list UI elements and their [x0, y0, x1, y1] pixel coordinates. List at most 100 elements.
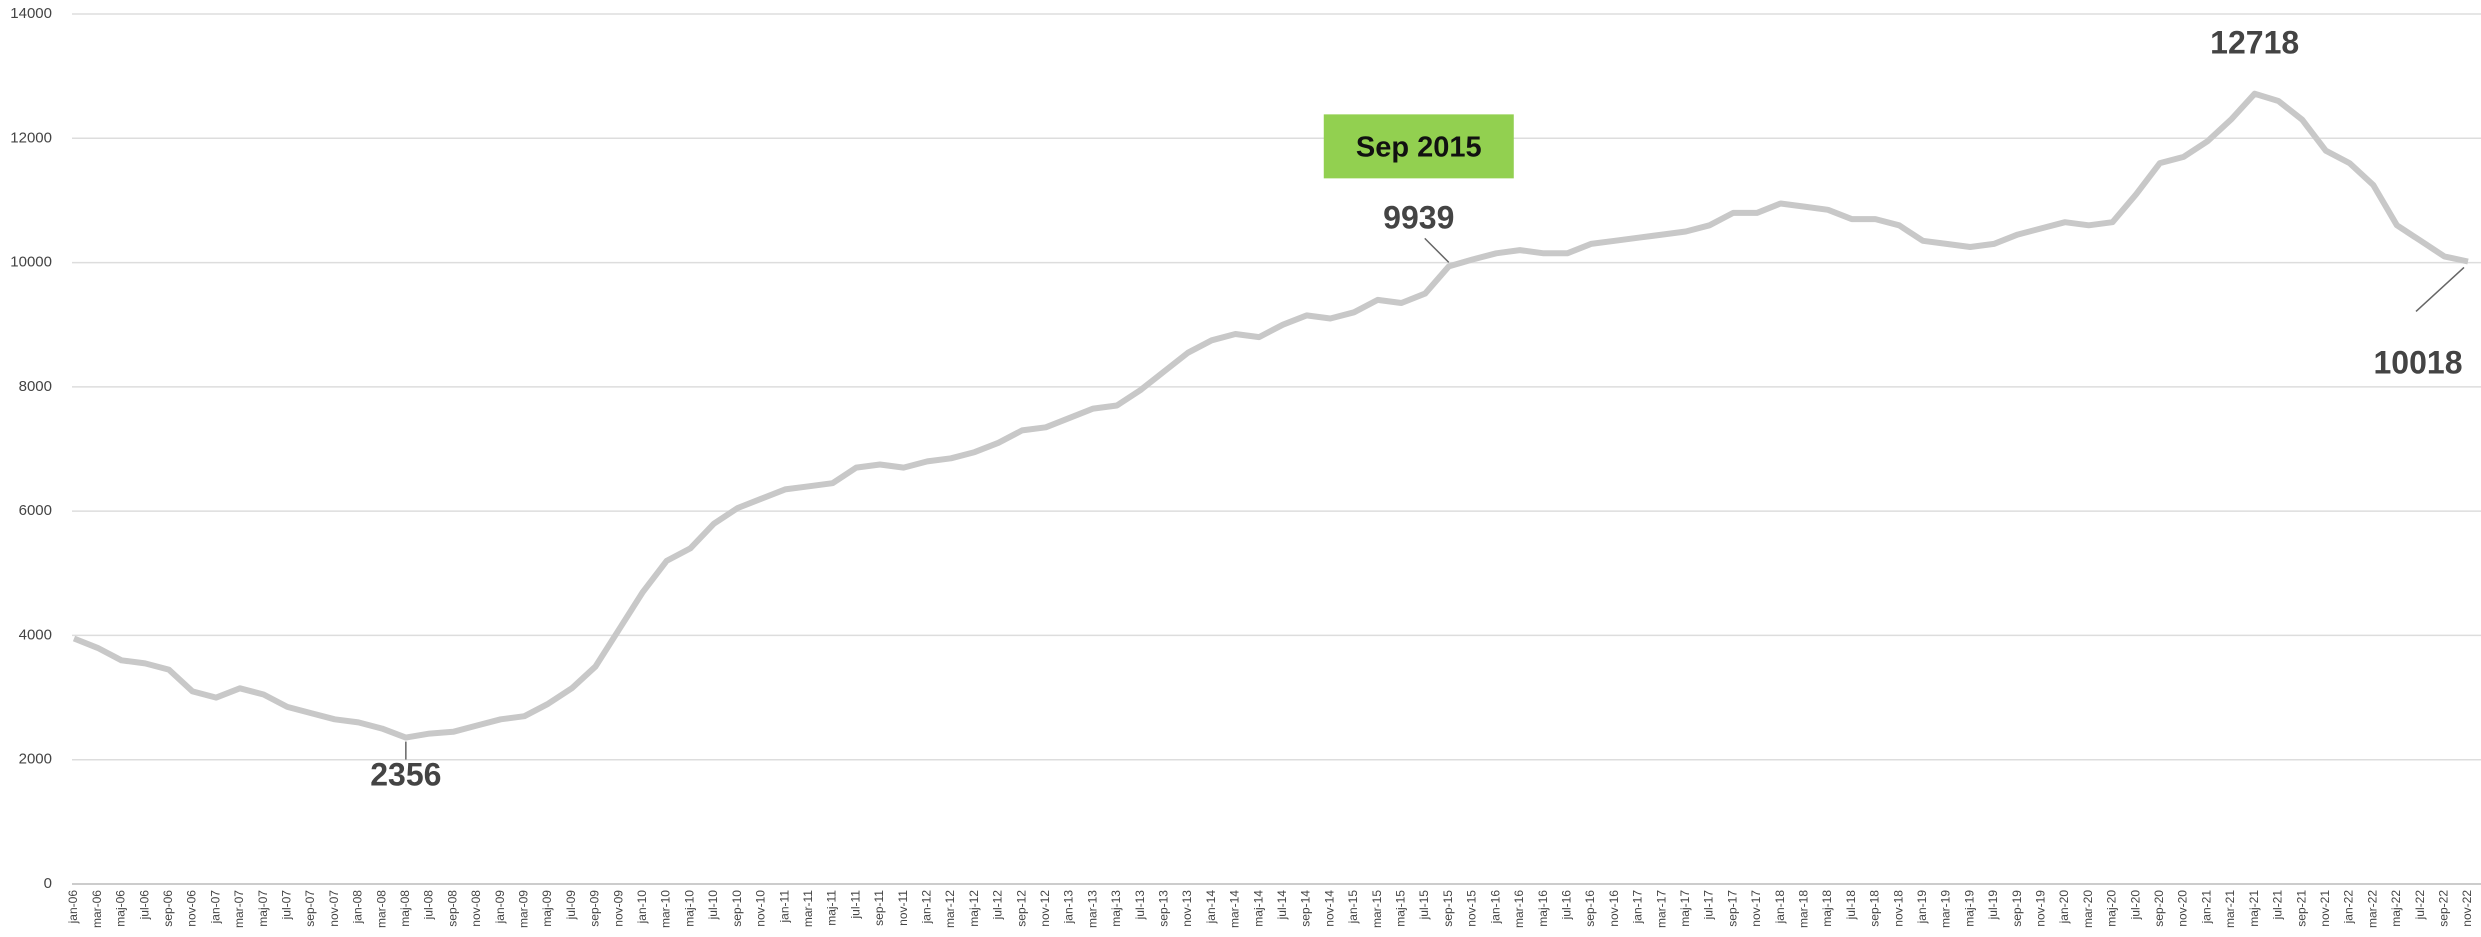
data-line [72, 90, 2469, 741]
x-tick-label: sep-06 [161, 890, 175, 927]
x-tick-label: mar-10 [659, 890, 673, 928]
x-tick-label: nov-10 [754, 890, 768, 927]
x-tick-label: jul-22 [2413, 890, 2427, 921]
x-tick-label: maj-08 [398, 890, 412, 927]
x-tick-label: sep-10 [730, 890, 744, 927]
x-tick-label: mar-16 [1512, 890, 1526, 928]
x-tick-label: maj-09 [540, 890, 554, 927]
x-tick-label: sep-09 [588, 890, 602, 927]
x-tick-label: nov-19 [2034, 890, 2048, 927]
x-tick-label: maj-07 [256, 890, 270, 927]
x-tick-label: maj-14 [1251, 890, 1265, 927]
x-tick-label: nov-11 [896, 890, 910, 926]
x-tick-label: nov-21 [2318, 890, 2332, 927]
x-tick-label: nov-14 [1322, 890, 1336, 927]
x-tick-label: sep-15 [1441, 890, 1455, 927]
y-tick-label: 10000 [10, 254, 52, 271]
x-tick-label: jan-22 [2342, 890, 2356, 925]
x-tick-label: nov-18 [1891, 890, 1905, 927]
x-tick-label: jul-13 [1133, 890, 1147, 921]
x-tick-label: jul-14 [1275, 890, 1289, 921]
x-tick-label: sep-22 [2436, 890, 2450, 927]
x-tick-label: jul-15 [1417, 890, 1431, 921]
y-tick-label: 2000 [19, 751, 52, 768]
x-tick-label: maj-13 [1109, 890, 1123, 927]
x-tick-label: mar-06 [90, 890, 104, 928]
leader-line [1424, 237, 1450, 263]
x-tick-label: mar-20 [2081, 890, 2095, 928]
x-tick-label: nov-13 [1180, 890, 1194, 927]
x-tick-label: nov-20 [2176, 890, 2190, 927]
x-tick-label: jan-13 [1062, 890, 1076, 925]
x-tick-label: mar-08 [374, 890, 388, 928]
x-tick-label: jan-16 [1488, 890, 1502, 925]
x-tick-label: sep-08 [445, 890, 459, 927]
x-tick-label: sep-17 [1725, 890, 1739, 927]
x-tick-label: jul-06 [137, 890, 151, 921]
x-tick-label: sep-12 [1014, 890, 1028, 927]
x-tick-label: sep-20 [2152, 890, 2166, 927]
x-tick-label: jul-10 [706, 890, 720, 921]
x-tick-label: mar-14 [1228, 890, 1242, 928]
x-tick-label: nov-09 [611, 890, 625, 927]
x-tick-label: nov-07 [327, 890, 341, 927]
x-tick-label: jan-20 [2057, 890, 2071, 925]
annotation-box [1323, 114, 1514, 179]
x-tick-label: mar-15 [1370, 890, 1384, 928]
x-tick-label: nov-17 [1749, 890, 1763, 927]
x-tick-label: sep-19 [2010, 890, 2024, 927]
x-tick-label: sep-13 [1157, 890, 1171, 927]
x-tick-label: maj-11 [825, 890, 839, 926]
x-tick-label: jan-17 [1631, 890, 1645, 925]
x-tick-label: sep-21 [2294, 890, 2308, 927]
x-tick-label: jan-12 [919, 890, 933, 925]
x-tick-label: jan-08 [351, 890, 365, 925]
x-tick-label: jan-10 [635, 890, 649, 925]
x-tick-label: maj-17 [1678, 890, 1692, 927]
x-tick-label: mar-18 [1796, 890, 1810, 928]
x-tick-label: nov-15 [1465, 890, 1479, 927]
x-tick-label: maj-19 [1962, 890, 1976, 927]
x-tick-label: jul-11 [848, 890, 862, 920]
x-tick-label: nov-16 [1607, 890, 1621, 927]
data-label: 2356 [370, 757, 441, 793]
x-tick-label: jan-15 [1346, 890, 1360, 925]
x-tick-label: jul-09 [564, 890, 578, 921]
x-tick-label: jul-20 [2128, 890, 2142, 921]
x-tick-label: jul-08 [422, 890, 436, 921]
x-tick-label: jan-09 [493, 890, 507, 925]
x-tick-label: sep-07 [303, 890, 317, 927]
annotation-text: Sep 2015 [1356, 131, 1482, 163]
x-tick-label: mar-22 [2365, 890, 2379, 928]
x-tick-label: mar-07 [232, 890, 246, 928]
x-tick-label: mar-11 [801, 890, 815, 927]
x-tick-label: maj-15 [1394, 890, 1408, 927]
x-tick-label: sep-14 [1299, 890, 1313, 927]
x-tick-label: jan-18 [1773, 890, 1787, 925]
x-tick-label: nov-08 [469, 890, 483, 927]
x-tick-label: jul-18 [1844, 890, 1858, 921]
data-label: 12718 [2210, 25, 2299, 61]
x-tick-label: mar-19 [1939, 890, 1953, 928]
data-label: 10018 [2374, 344, 2463, 380]
x-tick-label: maj-18 [1820, 890, 1834, 927]
x-tick-label: jul-19 [1986, 890, 2000, 921]
x-tick-label: mar-13 [1085, 890, 1099, 928]
x-tick-label: jul-16 [1559, 890, 1573, 921]
x-tick-label: sep-11 [872, 890, 886, 926]
x-tick-label: mar-12 [943, 890, 957, 928]
x-tick-label: jan-11 [777, 890, 791, 924]
x-tick-label: jan-19 [1915, 890, 1929, 925]
y-tick-label: 8000 [19, 378, 52, 395]
x-tick-label: mar-09 [517, 890, 531, 928]
x-tick-label: mar-21 [2223, 890, 2237, 928]
x-tick-label: maj-16 [1536, 890, 1550, 927]
x-tick-label: jan-06 [66, 890, 80, 925]
leader-line [2415, 266, 2465, 313]
x-tick-label: maj-21 [2247, 890, 2261, 927]
y-tick-label: 0 [44, 875, 52, 892]
x-tick-label: jul-17 [1702, 890, 1716, 921]
x-tick-label: nov-06 [185, 890, 199, 927]
x-tick-label: jul-21 [2271, 890, 2285, 921]
